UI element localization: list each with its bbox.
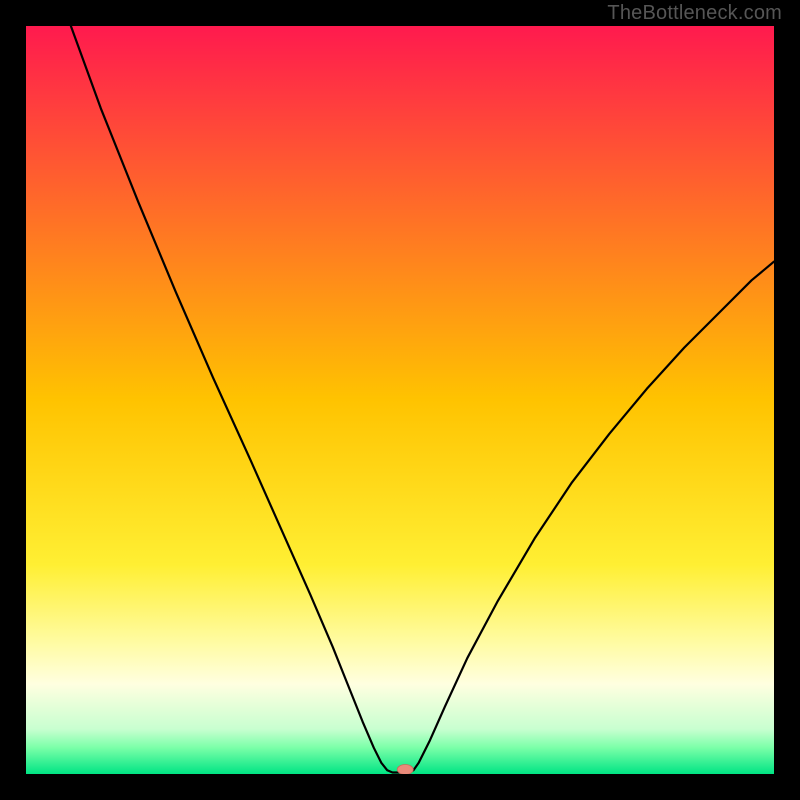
- gradient-background: [26, 26, 774, 774]
- optimal-marker: [397, 765, 413, 774]
- watermark-text: TheBottleneck.com: [607, 2, 782, 25]
- chart-svg: [26, 26, 774, 774]
- outer-frame: TheBottleneck.com: [0, 0, 800, 800]
